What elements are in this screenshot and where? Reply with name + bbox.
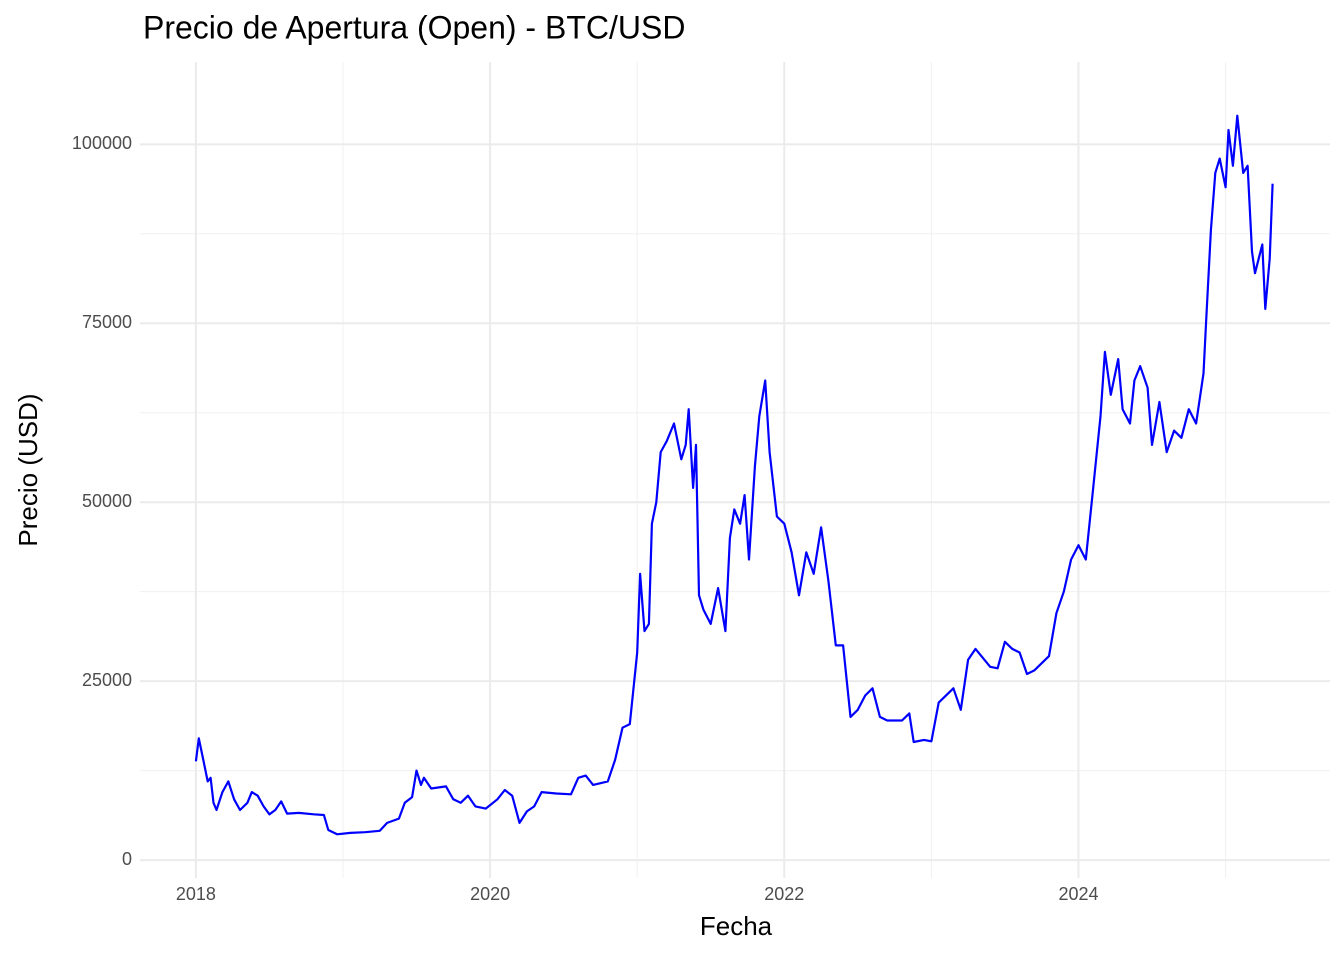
x-tick-label: 2018 xyxy=(176,884,216,904)
y-axis-label: Precio (USD) xyxy=(13,393,43,546)
y-tick-label: 25000 xyxy=(82,670,132,690)
x-tick-label: 2024 xyxy=(1058,884,1098,904)
y-tick-label: 0 xyxy=(122,849,132,869)
chart-title: Precio de Apertura (Open) - BTC/USD xyxy=(143,9,685,45)
y-tick-label: 50000 xyxy=(82,491,132,511)
x-tick-label: 2022 xyxy=(764,884,804,904)
price-line xyxy=(194,114,1274,836)
y-tick-label: 75000 xyxy=(82,312,132,332)
y-tick-label: 100000 xyxy=(72,133,132,153)
x-axis-label: Fecha xyxy=(700,911,773,941)
x-tick-label: 2020 xyxy=(470,884,510,904)
